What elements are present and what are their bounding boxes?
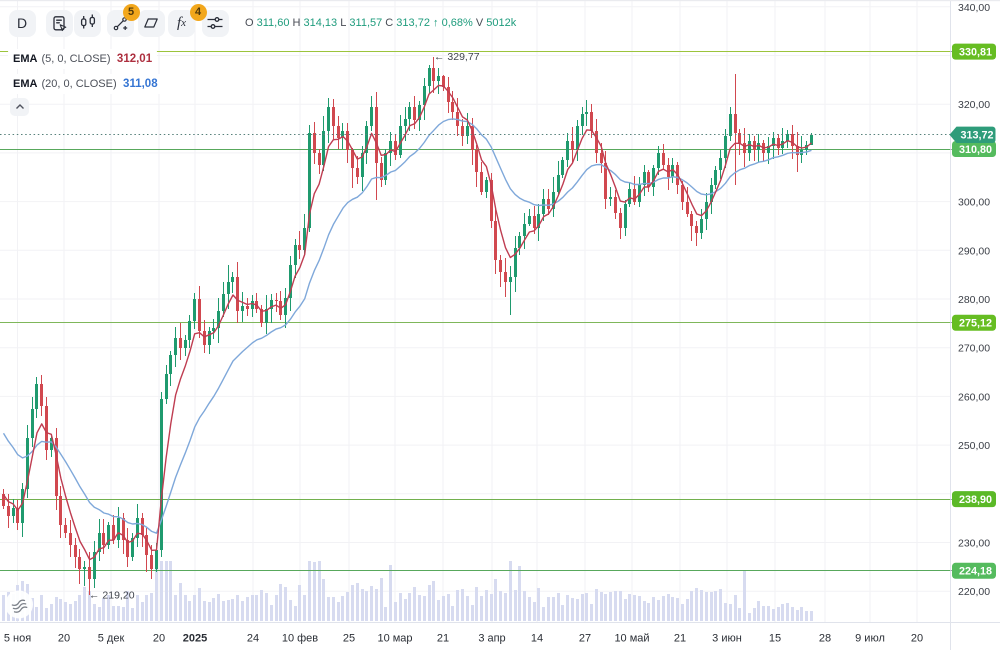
svg-text:220,00: 220,00 bbox=[958, 586, 990, 598]
svg-text:5 дек: 5 дек bbox=[98, 633, 125, 645]
svg-text:3 апр: 3 апр bbox=[478, 633, 505, 645]
svg-text:310,80: 310,80 bbox=[959, 144, 992, 156]
svg-text:20: 20 bbox=[911, 633, 923, 645]
svg-text:20: 20 bbox=[153, 633, 165, 645]
svg-text:24: 24 bbox=[247, 633, 259, 645]
svg-text:275,12: 275,12 bbox=[959, 318, 992, 330]
svg-text:280,00: 280,00 bbox=[958, 294, 990, 306]
svg-text:250,00: 250,00 bbox=[958, 440, 990, 452]
svg-text:2025: 2025 bbox=[183, 633, 207, 645]
svg-text:260,00: 260,00 bbox=[958, 391, 990, 403]
svg-text:270,00: 270,00 bbox=[958, 343, 990, 355]
svg-text:313,72: 313,72 bbox=[961, 130, 994, 142]
svg-text:300,00: 300,00 bbox=[958, 197, 990, 209]
svg-text:224,18: 224,18 bbox=[959, 566, 992, 578]
svg-text:15: 15 bbox=[769, 633, 781, 645]
svg-text:21: 21 bbox=[437, 633, 449, 645]
svg-text:330,81: 330,81 bbox=[959, 47, 992, 59]
svg-text:25: 25 bbox=[343, 633, 355, 645]
svg-text:20: 20 bbox=[58, 633, 70, 645]
svg-text:238,90: 238,90 bbox=[959, 494, 992, 506]
svg-text:← 329,77: ← 329,77 bbox=[434, 51, 480, 63]
svg-text:10 май: 10 май bbox=[614, 633, 649, 645]
svg-text:3 июн: 3 июн bbox=[712, 633, 742, 645]
svg-text:340,00: 340,00 bbox=[958, 2, 990, 14]
svg-text:290,00: 290,00 bbox=[958, 245, 990, 257]
svg-text:10 мар: 10 мар bbox=[377, 633, 412, 645]
svg-text:21: 21 bbox=[674, 633, 686, 645]
svg-text:9 июл: 9 июл bbox=[855, 633, 885, 645]
svg-text:28: 28 bbox=[819, 633, 831, 645]
svg-text:5 ноя: 5 ноя bbox=[4, 633, 31, 645]
svg-text:14: 14 bbox=[531, 633, 543, 645]
svg-text:320,00: 320,00 bbox=[958, 99, 990, 111]
svg-text:10 фев: 10 фев bbox=[282, 633, 318, 645]
svg-text:230,00: 230,00 bbox=[958, 538, 990, 550]
svg-text:← 219,20: ← 219,20 bbox=[89, 590, 135, 602]
svg-text:27: 27 bbox=[579, 633, 591, 645]
